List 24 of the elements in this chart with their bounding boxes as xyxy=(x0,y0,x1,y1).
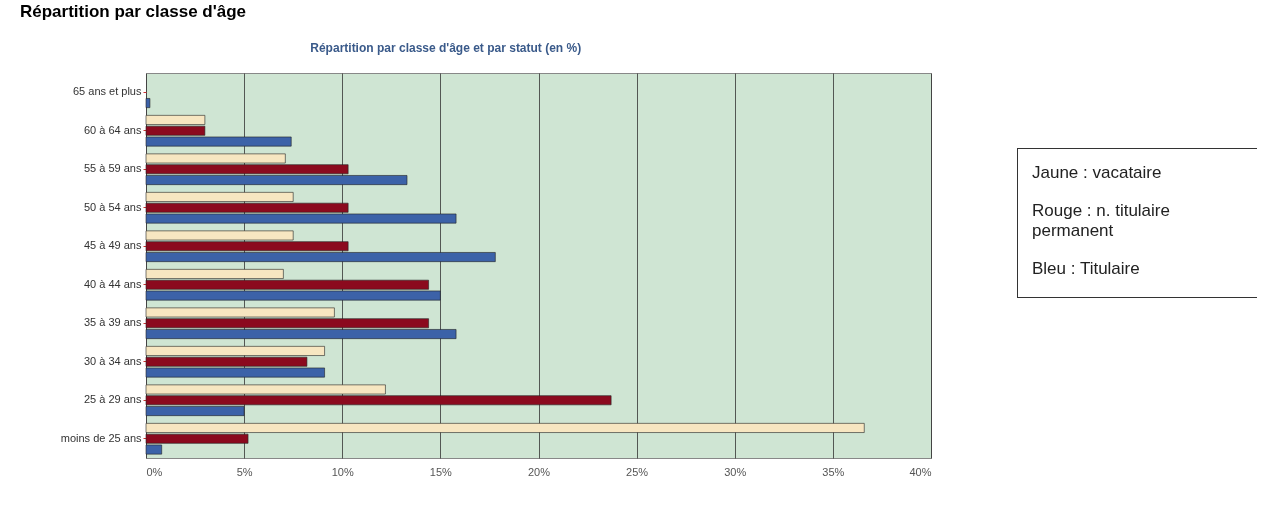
y-tick-label: 25 à 29 ans xyxy=(84,393,142,406)
y-tick-label: 55 à 59 ans xyxy=(84,162,142,175)
y-tick-label: moins de 25 ans xyxy=(60,431,142,444)
x-tick-label: 0% xyxy=(146,465,163,478)
y-tick-label: 65 ans et plus xyxy=(73,85,142,98)
y-tick-label: 35 à 39 ans xyxy=(84,316,142,329)
text: Jaune : vacataire xyxy=(1032,163,1163,183)
y-tick-label: 60 à 64 ans xyxy=(84,123,142,136)
chart-title: Répartition par classe d'âge xyxy=(20,2,247,22)
x-tick-label: 40% xyxy=(909,465,932,478)
x-tick-label: 15% xyxy=(429,465,453,478)
text: Bleu : Titulaire xyxy=(1032,259,1141,279)
x-tick-label: 20% xyxy=(527,465,551,478)
x-tick-label: 35% xyxy=(822,465,845,478)
x-tick-label: 30% xyxy=(724,465,747,478)
x-tick-label: 25% xyxy=(626,465,649,478)
y-tick-label: 40 à 44 ans xyxy=(84,277,142,290)
chart-subtitle: Répartition par classe d'âge et par statut (en %) xyxy=(310,41,582,55)
text: Rouge : n. titulaire permanent xyxy=(1032,201,1171,241)
y-tick-label: 45 à 49 ans xyxy=(84,239,142,252)
y-tick-label: 50 à 54 ans xyxy=(84,200,142,213)
x-tick-label: 5% xyxy=(236,465,253,478)
x-tick-label: 10% xyxy=(331,465,354,478)
y-tick-label: 30 à 34 ans xyxy=(84,354,142,367)
